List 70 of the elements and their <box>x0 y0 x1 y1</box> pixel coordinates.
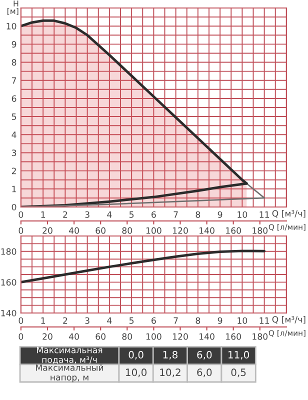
text: 10,2 <box>160 368 180 378</box>
y-tick-label: 10 <box>6 22 16 30</box>
x2-tick-label: 140 <box>200 227 214 234</box>
x-tick-label: 0 <box>18 317 24 324</box>
x-tick-label: 7 <box>174 317 178 324</box>
x2-tick-label: 160 <box>226 227 241 234</box>
y-tick-label: 2 <box>12 168 16 174</box>
x-tick-label: 9 <box>218 317 222 324</box>
text: 11,0 <box>228 350 250 360</box>
text: 10,0 <box>126 368 147 378</box>
y-tick-label: 9 <box>12 41 16 48</box>
y-tick-label: 8 <box>12 59 16 66</box>
x-tick-label: 1 <box>41 211 46 218</box>
x-tick-label: 7 <box>174 211 178 218</box>
x2-tick-label: 180 <box>252 227 268 234</box>
x-tick-label: 9 <box>218 211 222 218</box>
x-tick-label: 5 <box>129 317 134 324</box>
x2-tick-label: 40 <box>68 227 79 234</box>
x-tick-label: 10 <box>238 317 248 324</box>
x-tick-label: 6 <box>152 211 156 218</box>
x2-tick-label: 180 <box>252 333 268 340</box>
y-tick-label: 4 <box>12 132 16 138</box>
x-tick-label: 3 <box>85 211 90 218</box>
x-tick-label: 2 <box>63 211 68 218</box>
text: 1,8 <box>163 350 178 360</box>
x-tick-label: 4 <box>107 317 112 324</box>
x-tick-label: 0 <box>18 211 24 218</box>
x2-tick-label: 160 <box>226 333 241 340</box>
text: 0,5 <box>231 368 246 378</box>
text: Максимальный напор, м <box>36 364 104 382</box>
x2-tick-label: 60 <box>96 333 106 340</box>
y-tick-label: 6 <box>12 95 16 102</box>
x-tick-label: 1 <box>41 317 46 324</box>
x-tick-label: 11 <box>260 211 269 218</box>
x2-tick-label: 80 <box>122 227 132 234</box>
y-tick-label: 5 <box>12 114 16 120</box>
x-tick-label: 8 <box>196 211 200 218</box>
x-tick-label: 8 <box>196 317 200 324</box>
x2-tick-label: 40 <box>68 333 79 340</box>
x-tick-label: 2 <box>63 317 68 324</box>
x2-tick-label: 20 <box>42 333 52 340</box>
x2-tick-label: 80 <box>122 333 132 340</box>
x2-tick-label: 0 <box>18 333 24 340</box>
text: 6,0 <box>197 350 212 360</box>
x-tick-label: 10 <box>238 211 248 218</box>
text: 6,0 <box>197 368 212 378</box>
y-tick-label: 3 <box>12 150 16 156</box>
x2-tick-label: 0 <box>18 227 24 234</box>
x-tick-label: 4 <box>107 211 112 218</box>
y-tick-label: 1 <box>12 186 16 192</box>
x-tick-label: 5 <box>129 211 134 218</box>
x-tick-label: 11 <box>260 317 269 324</box>
x-axis-title: Q [м³/ч] <box>272 210 306 218</box>
x-tick-label: 3 <box>85 317 90 324</box>
y-tick-label: 140 <box>1 310 16 316</box>
x2-tick-label: 100 <box>146 227 162 234</box>
text: Максимальная подача, м³/ч <box>37 346 102 364</box>
x2-tick-label: 140 <box>200 333 214 340</box>
x2-tick-label: 120 <box>172 333 188 340</box>
y-tick-label: 160 <box>1 279 16 286</box>
x2-tick-label: 100 <box>146 333 162 340</box>
x2-tick-label: 60 <box>96 227 106 234</box>
x-tick-label: 6 <box>152 317 156 324</box>
y-tick-label: 180 <box>1 248 16 255</box>
y-tick-label: 7 <box>12 77 16 84</box>
x-axis-title: Q [м³/ч] <box>272 316 306 324</box>
text: 0,0 <box>128 350 144 360</box>
x2-tick-label: 20 <box>42 227 52 234</box>
y-tick-label: 0 <box>12 204 16 210</box>
x2-tick-label: 120 <box>172 227 188 234</box>
